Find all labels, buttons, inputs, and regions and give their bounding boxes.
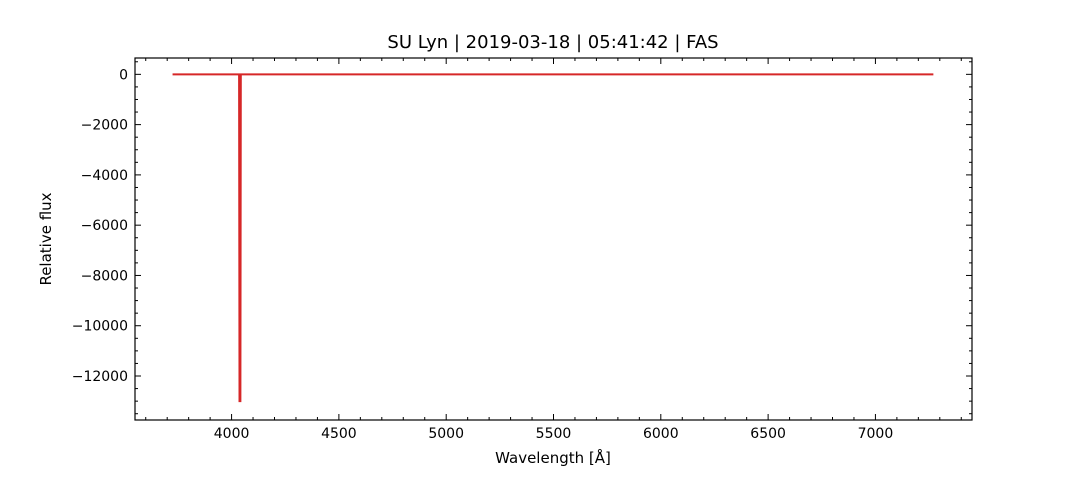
- plot-area: [172, 73, 934, 403]
- y-tick-label: −8000: [81, 268, 128, 284]
- spectrum-line: [172, 73, 934, 403]
- x-tick-label: 5000: [428, 426, 464, 442]
- y-tick-label: −2000: [81, 118, 128, 134]
- y-tick-label: 0: [119, 67, 128, 83]
- x-tick-label: 6500: [750, 426, 786, 442]
- x-tick-label: 6000: [643, 426, 679, 442]
- x-axis-label: Wavelength [Å]: [495, 448, 611, 467]
- y-axis-label: Relative flux: [37, 192, 55, 285]
- y-tick-label: −10000: [72, 319, 128, 335]
- y-tick-label: −4000: [81, 168, 128, 184]
- plot-frame: [134, 57, 973, 421]
- x-tick-label: 7000: [858, 426, 894, 442]
- chart-title: SU Lyn | 2019-03-18 | 05:41:42 | FAS: [387, 32, 718, 53]
- x-tick-label: 4000: [214, 426, 250, 442]
- y-tick-label: −12000: [72, 369, 128, 385]
- x-tick-label: 5500: [536, 426, 572, 442]
- axis-ticks: 4000 4500 5000 5500 6000 6500 7000 0 −2000 −4000 −…: [72, 58, 972, 442]
- y-tick-label: −6000: [81, 218, 128, 234]
- x-tick-label: 4500: [321, 426, 357, 442]
